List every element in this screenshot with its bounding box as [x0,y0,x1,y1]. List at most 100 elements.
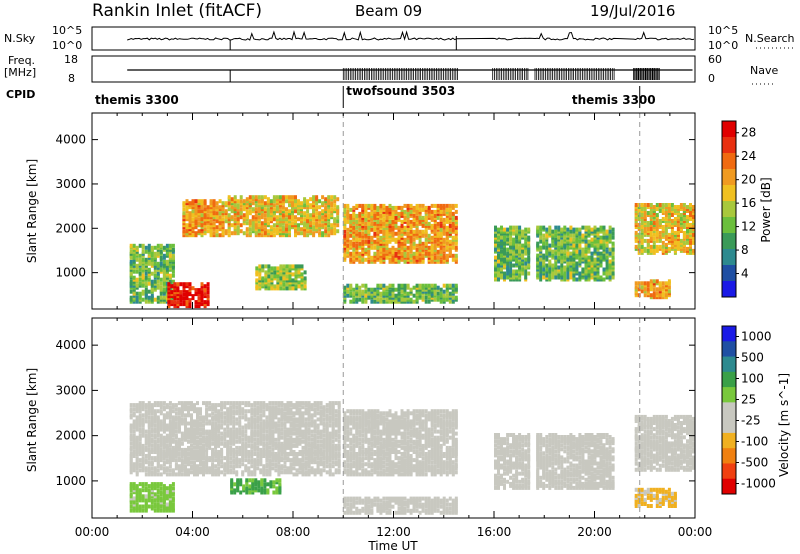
echo-cell [658,230,662,235]
echo-cell [263,195,267,200]
freq-strip: Freq. [MHz] 18 8 60 0 Nave [4,53,778,85]
echo-cell [370,203,374,208]
echo-cell [236,203,240,208]
echo-cell [285,233,288,238]
echo-cell [162,405,166,410]
echo-cell [649,209,653,213]
echo-cell [300,264,304,269]
echo-cell [244,415,248,420]
echo-cell [349,283,353,288]
echo-cell [264,270,268,275]
echo-cell [661,203,665,207]
echo-cell [202,456,205,461]
echo-cell [220,435,224,440]
echo-cell [664,217,668,221]
y-tick-label: 1000 [55,266,86,280]
echo-cell [454,245,458,250]
colorbar-swatch [722,281,736,298]
echo-cell [177,456,181,461]
echo-cell [658,244,662,249]
echo-cell [129,427,133,432]
echo-cell [637,217,641,221]
echo-cell [539,235,543,240]
echo-cell [153,427,157,432]
echo-cell [303,284,307,289]
colorbar-tick-label: 28 [741,126,756,140]
echo-cell [208,421,212,426]
echo-cell [218,227,222,232]
echo-cell [190,401,193,406]
echo-cell [257,223,261,228]
echo-cell [394,293,398,298]
echo-cell [265,441,269,446]
echo-cell [327,221,331,226]
echo-cell [147,447,151,452]
echo-cell [569,275,573,280]
echo-cell [162,435,166,440]
echo-cell [661,285,665,290]
echo-cell [162,401,166,406]
velocity-cells [129,318,695,518]
echo-cell [258,276,262,281]
echo-cell [265,468,269,473]
echo-cell [147,472,151,477]
echo-cell [433,243,437,248]
echo-cell [379,297,383,302]
echo-cell [141,265,145,270]
echo-cell [144,281,148,286]
echo-cell [193,466,196,471]
echo-cell [156,401,160,406]
echo-cell [285,217,288,222]
echo-cell [318,205,322,210]
echo-cell [442,283,446,288]
echo-cell [673,217,677,221]
echo-cell [294,215,297,220]
echo-cell [132,462,136,467]
echo-cell [349,291,353,296]
echo-cell [584,263,588,268]
echo-cell [300,227,303,232]
echo-cell [637,250,641,255]
echo-cell [361,239,365,244]
echo-cell [260,233,264,238]
echo-cell [397,235,401,240]
echo-cell [141,433,145,438]
echo-cell [165,460,169,465]
echo-cell [358,203,362,208]
echo-cell [370,245,374,250]
echo-cell [129,466,133,471]
echo-cell [265,419,269,424]
echo-cell [503,227,506,232]
echo-cell [602,231,606,236]
echo-cell [156,468,160,473]
nsky-tick-top: 10^5 [52,24,82,37]
echo-cell [220,401,224,406]
echo-cell [554,275,558,280]
echo-cell [269,225,273,230]
echo-cell [406,231,410,236]
echo-cell [162,421,166,426]
echo-cell [180,401,184,406]
echo-cell [156,456,160,461]
echo-cell [321,201,325,206]
echo-cell [217,450,221,454]
echo-cell [205,447,209,452]
echo-cell [233,195,237,200]
echo-cell [268,458,272,463]
echo-cell [297,264,301,269]
echo-cell [184,421,187,426]
echo-cell [275,227,279,232]
echo-cell [336,219,340,224]
echo-cell [185,205,189,210]
echo-cell [227,213,231,218]
echo-cell [367,249,371,254]
echo-cell [397,255,401,260]
echo-cell [218,215,222,220]
echo-cell [309,229,313,234]
echo-cell [294,195,297,200]
echo-cell [439,217,443,222]
echo-cell [278,209,282,214]
echo-cell [135,245,139,250]
echo-cell [646,221,650,225]
